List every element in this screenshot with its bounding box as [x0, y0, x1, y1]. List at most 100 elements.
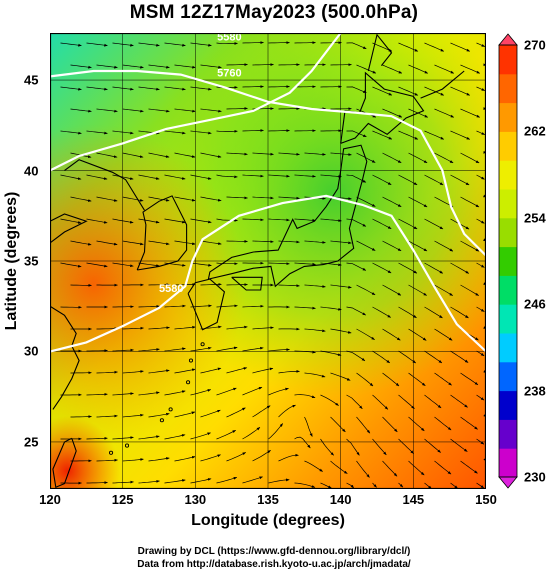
streamline	[96, 108, 118, 113]
streamline	[174, 325, 196, 330]
x-tick-label: 150	[475, 492, 497, 507]
streamline	[330, 284, 352, 289]
streamline	[86, 392, 108, 396]
streamline	[200, 108, 222, 113]
streamline	[320, 174, 342, 178]
colorbar-tick-label: 270	[524, 37, 546, 53]
streamline	[356, 284, 376, 296]
streamline	[86, 262, 108, 268]
streamline	[408, 460, 425, 476]
contour-line	[50, 194, 486, 353]
streamline	[450, 86, 471, 96]
streamline	[330, 152, 352, 156]
colorbar-segment	[499, 73, 517, 104]
streamline	[112, 436, 134, 440]
streamline	[320, 438, 334, 456]
streamline	[398, 130, 419, 140]
streamline	[112, 480, 134, 484]
streamline	[200, 64, 222, 69]
island	[188, 358, 194, 363]
streamline	[138, 262, 160, 267]
streamline	[476, 42, 486, 47]
streamline	[372, 130, 393, 140]
streamline	[476, 394, 485, 401]
streamline	[450, 174, 470, 186]
streamline	[450, 350, 469, 363]
coastlines	[50, 33, 465, 488]
streamline	[164, 130, 186, 135]
streamline	[216, 218, 238, 222]
colorbar-segment	[499, 160, 517, 190]
streamline	[476, 438, 485, 445]
streamline	[398, 350, 417, 364]
streamline	[60, 218, 82, 224]
streamline	[226, 283, 248, 287]
streamline	[382, 416, 398, 433]
streamline	[304, 240, 326, 244]
streamline	[398, 174, 418, 186]
streamline	[122, 152, 144, 158]
streamline	[408, 372, 426, 386]
streamline	[216, 42, 238, 45]
streamline	[252, 240, 274, 244]
streamline	[122, 240, 144, 246]
streamline	[112, 174, 134, 180]
streamline	[304, 152, 326, 156]
x-axis-label: Longitude (degrees)	[191, 512, 345, 529]
streamline	[382, 460, 398, 477]
streamline	[122, 196, 144, 202]
streamline	[242, 304, 264, 308]
colorbar	[498, 33, 518, 489]
island	[108, 450, 114, 455]
streamline	[200, 240, 222, 245]
colorbar-segment	[499, 275, 517, 305]
streamline	[268, 218, 290, 222]
streamline	[60, 174, 82, 180]
streamline	[294, 174, 316, 178]
streamline	[60, 130, 82, 135]
streamline	[268, 348, 290, 352]
streamline	[460, 64, 481, 74]
streamline	[372, 350, 391, 364]
streamline	[294, 306, 316, 310]
streamline	[138, 86, 160, 91]
contour-line	[50, 33, 342, 172]
streamline	[96, 196, 118, 202]
streamline	[450, 482, 458, 489]
streamline	[164, 174, 186, 180]
colorbar-segment	[499, 246, 517, 276]
streamline	[252, 326, 274, 330]
streamline	[226, 239, 248, 243]
streamline	[242, 346, 264, 352]
streamline	[346, 438, 360, 456]
streamline	[346, 262, 367, 271]
streamline	[86, 42, 108, 47]
streamline	[200, 283, 222, 286]
streamline	[60, 86, 82, 91]
streamline	[424, 482, 432, 489]
streamline	[96, 240, 118, 246]
streamline	[252, 196, 274, 200]
streamline	[398, 394, 415, 409]
streamline	[164, 347, 186, 352]
streamline	[294, 482, 316, 488]
streamline	[372, 306, 392, 318]
streamline	[278, 152, 300, 156]
streamline	[320, 482, 332, 489]
streamline	[356, 372, 374, 387]
streamline	[190, 262, 212, 267]
streamline	[476, 262, 485, 268]
contour-label: 5580	[217, 33, 241, 43]
streamline	[122, 458, 144, 462]
streamline	[86, 174, 108, 180]
streamline	[242, 386, 263, 396]
plot-frame	[50, 33, 486, 489]
streamline	[96, 414, 118, 418]
streamline	[86, 481, 108, 485]
streamline	[408, 240, 428, 252]
coastline	[64, 159, 145, 211]
streamline	[86, 218, 108, 224]
streamline	[86, 130, 108, 135]
streamline	[450, 394, 468, 408]
streamline	[424, 42, 445, 52]
